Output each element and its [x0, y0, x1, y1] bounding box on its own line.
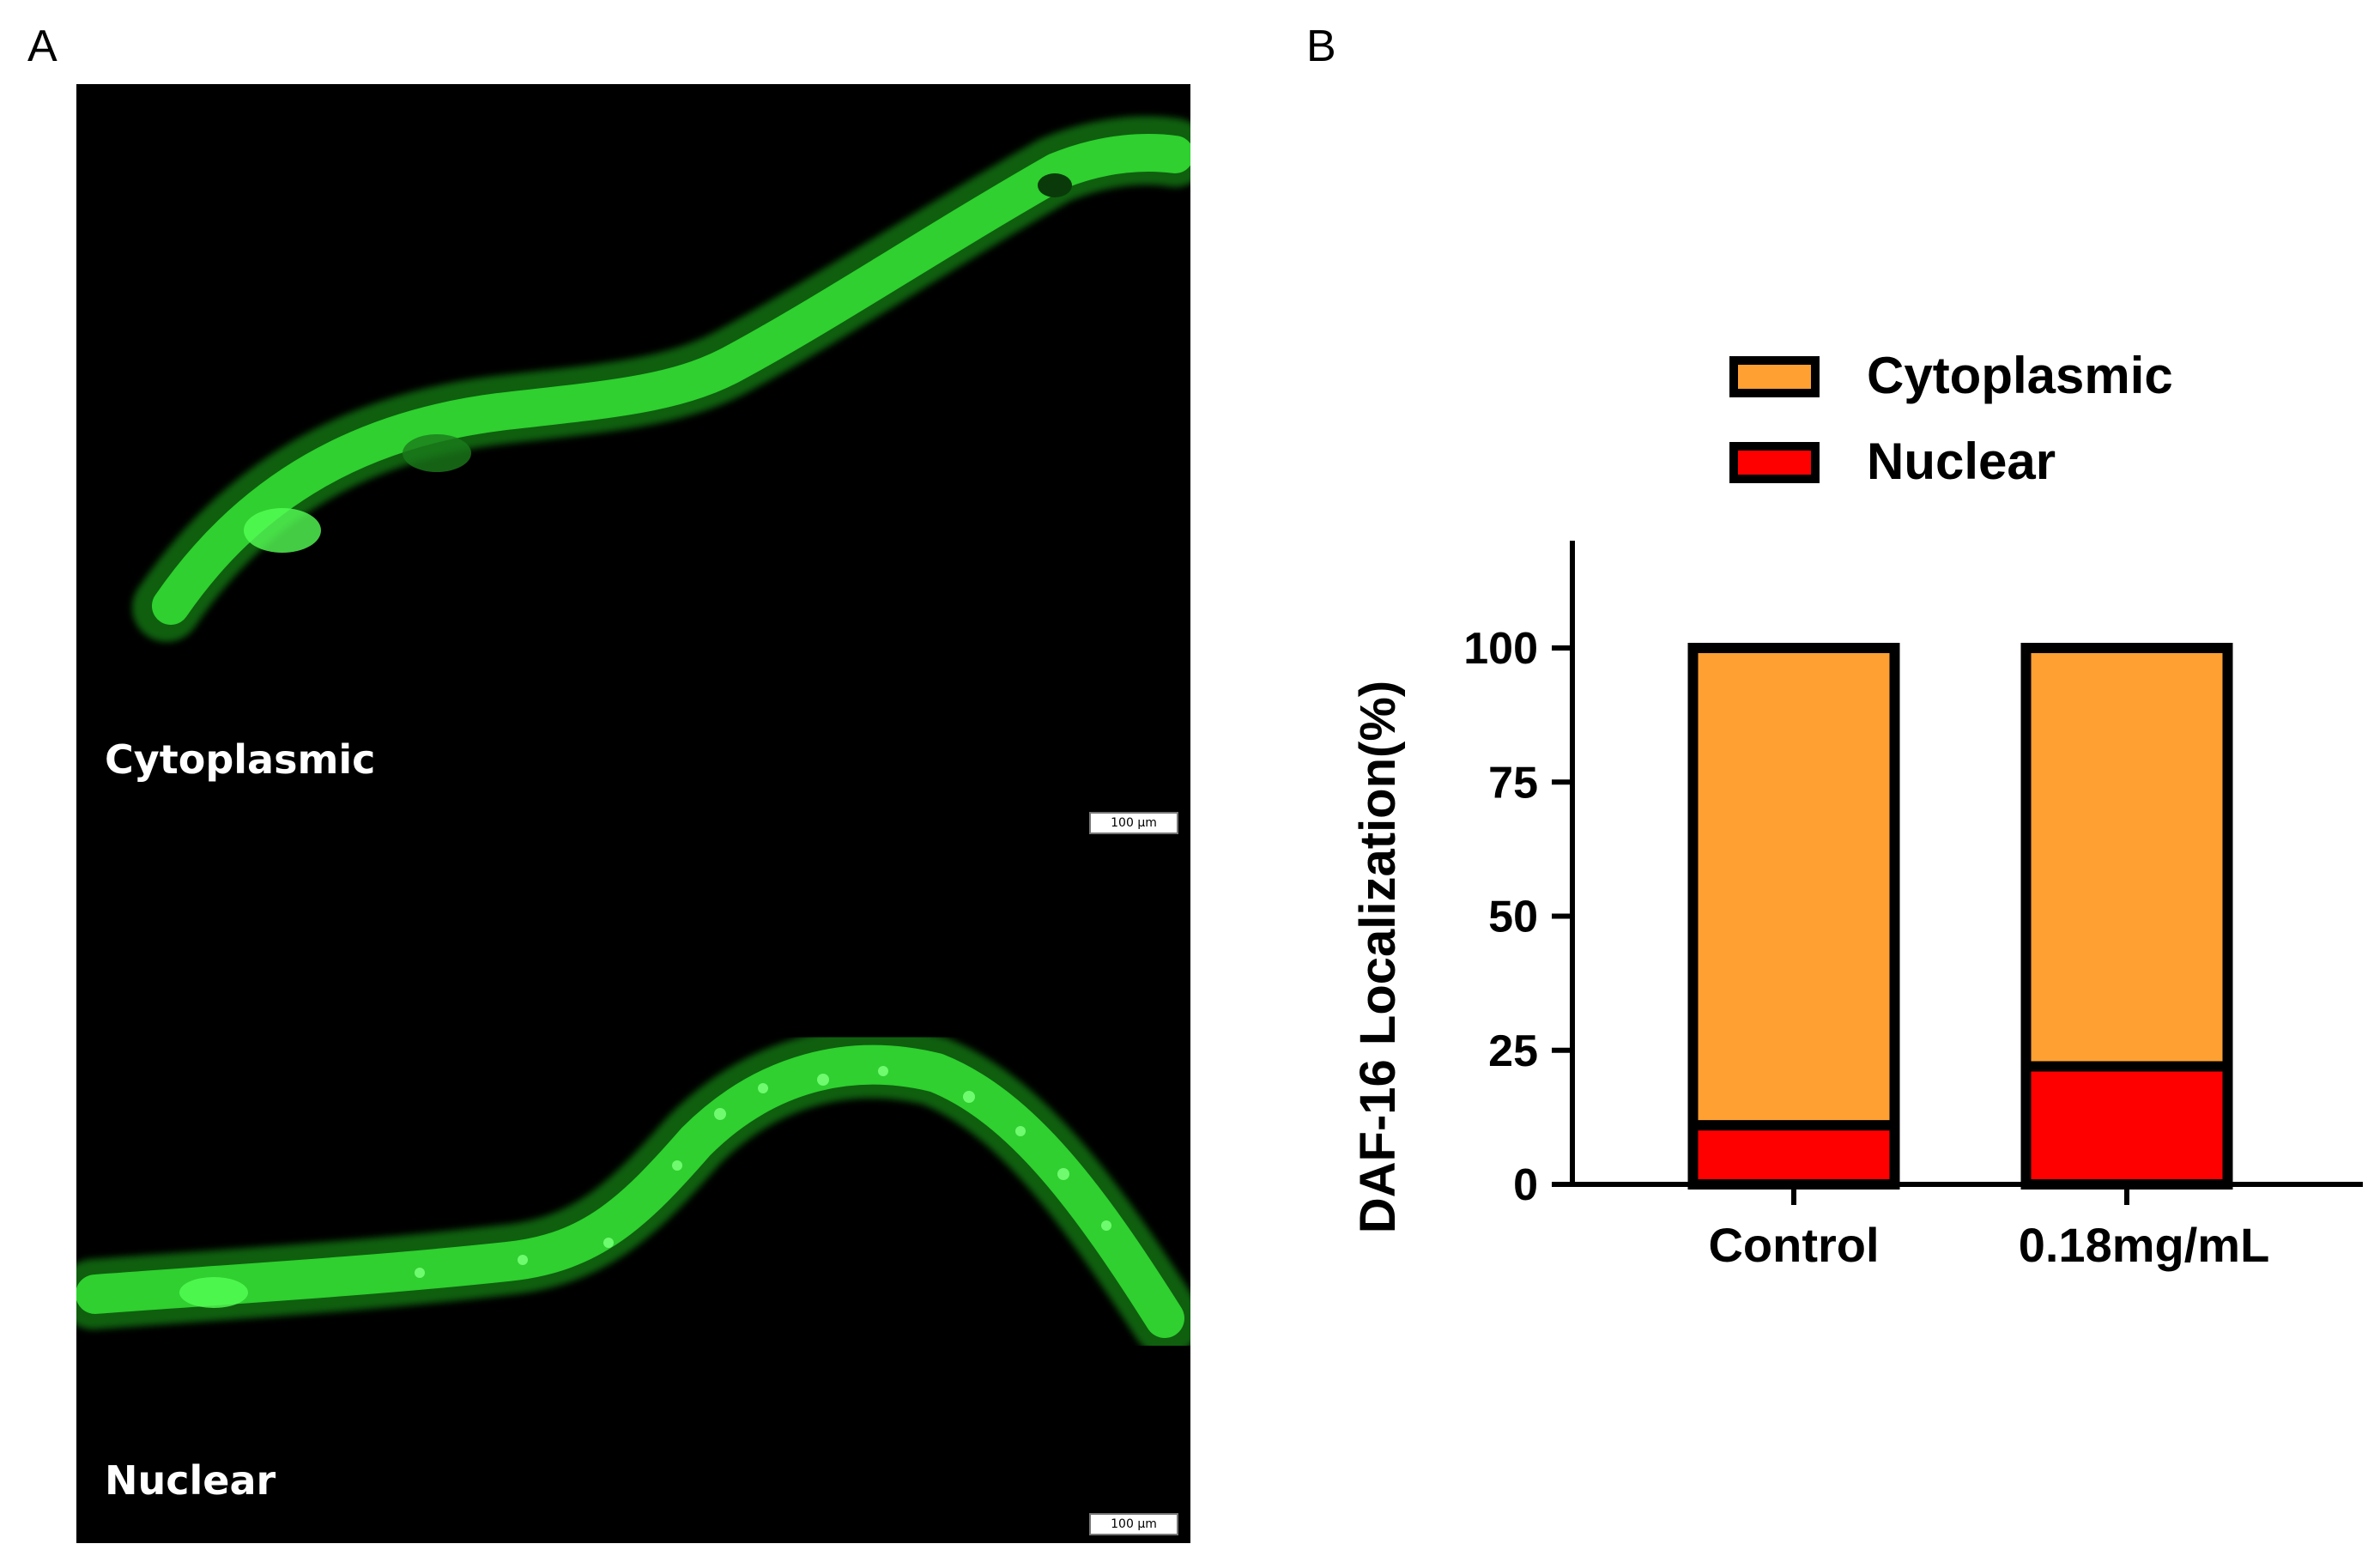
y-tick-label-25: 25	[1488, 1026, 1538, 1076]
legend-swatch-nuclear	[1729, 442, 1820, 483]
y-tick-label-0: 0	[1513, 1160, 1538, 1210]
legend-label-nuclear: Nuclear	[1867, 433, 2056, 490]
worm-illustrations	[76, 116, 1190, 1355]
y-tick-label-100: 100	[1463, 624, 1538, 674]
chart-bars	[1687, 643, 2233, 1190]
worm-nuclear	[76, 1027, 1190, 1355]
chart-legend: Cytoplasmic Nuclear	[1729, 347, 2173, 490]
scale-bar-bottom: 100 μm	[1089, 1513, 1178, 1535]
panel-label-a: A	[27, 21, 58, 71]
label-cytoplasmic: Cytoplasmic	[105, 736, 376, 783]
chart-axes	[1552, 541, 2363, 1205]
y-tick-label-75: 75	[1488, 758, 1538, 808]
scale-bar-top: 100 μm	[1089, 812, 1178, 834]
bar-nuclear-1	[2020, 1061, 2233, 1190]
legend-swatch-cytoplasmic	[1729, 356, 1820, 397]
stacked-bar-chart: Cytoplasmic Nuclear 0 25 50 75 100 DAF-16 Loca…	[1350, 347, 2363, 1272]
bar-cytoplasmic-0	[1687, 643, 1900, 1131]
panel-label-b: B	[1306, 21, 1336, 71]
x-tick-label-1: 0.18mg/mL	[2019, 1218, 2270, 1272]
chart-labels: 0 25 50 75 100 DAF-16 Localization(%) Control 0…	[1350, 624, 2269, 1272]
micrograph-panel: Cytoplasmic Nuclear 100 μm 100 μm	[76, 84, 1190, 1543]
label-nuclear: Nuclear	[105, 1457, 276, 1504]
y-tick-label-50: 50	[1488, 893, 1538, 942]
bar-cytoplasmic-1	[2020, 643, 2233, 1072]
legend-label-cytoplasmic: Cytoplasmic	[1867, 347, 2173, 404]
bar-nuclear-0	[1687, 1120, 1900, 1190]
nuclear-dots	[415, 1066, 1111, 1278]
worm-cytoplasmic	[132, 116, 1190, 642]
x-tick-label-0: Control	[1708, 1218, 1879, 1272]
y-axis-title: DAF-16 Localization(%)	[1350, 681, 1406, 1234]
